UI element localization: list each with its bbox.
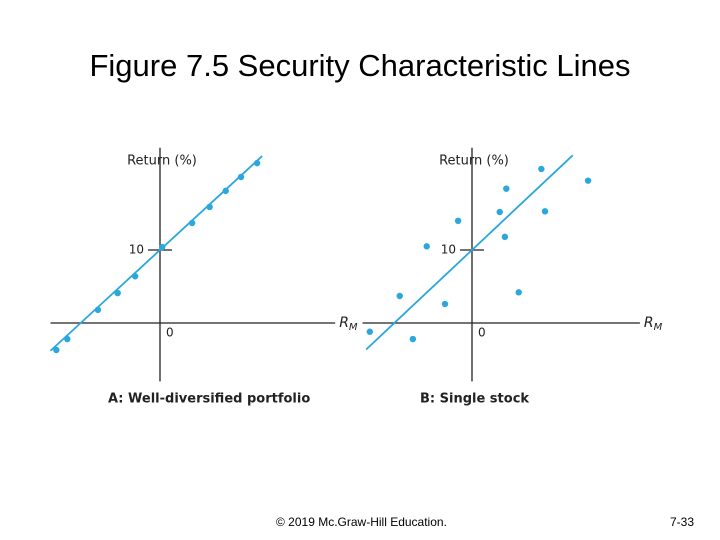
fit-line [49, 155, 263, 352]
data-point [114, 289, 121, 297]
x-label-main: R [644, 315, 654, 331]
x-axis-label: RM [644, 315, 663, 333]
data-point [206, 203, 213, 211]
chart-caption: A: Well-diversified portfolio [108, 392, 310, 407]
copyright: © 2019 Mc.Graw-Hill Education. [276, 515, 447, 529]
data-point [253, 159, 261, 167]
data-point [496, 208, 503, 216]
page-number: 7-33 [670, 515, 695, 529]
scatter-chart: 0 10 Return (%) RM A: Well-diversified portf… [49, 147, 358, 407]
data-point [423, 243, 430, 250]
x-label-sub: M [654, 322, 663, 333]
data-point [53, 346, 60, 354]
x-label-main: R [339, 315, 349, 331]
data-point [409, 335, 417, 343]
y-tick-label: 10 [129, 243, 144, 257]
chart-caption: B: Single stock [420, 392, 529, 407]
data-point [454, 217, 462, 224]
data-point [515, 289, 522, 296]
x-axis-label: RM [339, 315, 358, 333]
fit-line [365, 154, 574, 351]
origin-label: 0 [166, 326, 174, 340]
data-point [131, 273, 139, 280]
data-point [222, 187, 229, 195]
data-point [538, 165, 545, 173]
data-point [396, 292, 403, 300]
scatter-chart: 0 10 Return (%) RM B: Single stock [362, 147, 663, 407]
data-point [541, 208, 549, 215]
origin-label: 0 [478, 326, 486, 340]
data-point [503, 185, 510, 192]
y-axis-label: Return (%) [439, 153, 509, 168]
slide-title: Figure 7.5 Security Characteristic Lines [89, 48, 631, 83]
data-point [584, 177, 592, 184]
data-point [158, 243, 166, 251]
y-axis-label: Return (%) [127, 153, 197, 168]
y-tick-label: 10 [441, 243, 456, 257]
data-point [237, 173, 245, 181]
data-point [366, 328, 373, 335]
data-point [441, 300, 449, 308]
data-point [188, 219, 196, 227]
data-point [94, 306, 102, 314]
x-label-sub: M [349, 322, 358, 333]
data-point [64, 335, 71, 343]
data-point [501, 233, 509, 241]
